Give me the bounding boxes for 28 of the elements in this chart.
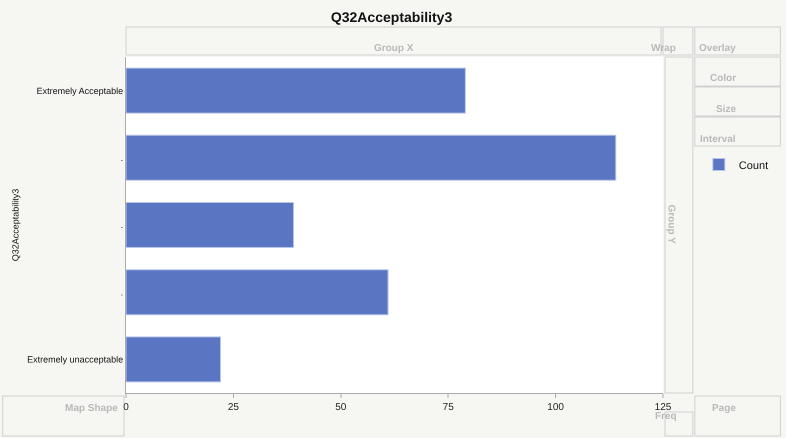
y-axis-title: Q32Acceptability3 <box>10 188 20 262</box>
y-tick-label: Extremely Acceptable <box>36 86 124 96</box>
text: Overlay <box>699 43 736 54</box>
bar <box>126 336 222 382</box>
text: Interval <box>700 134 736 145</box>
x-tick-label: 125 <box>654 402 672 413</box>
text: Group X <box>374 43 414 54</box>
bar <box>126 202 294 248</box>
x-tick-label: 25 <box>228 402 240 413</box>
x-tick-label: 100 <box>547 402 564 413</box>
text: Map Shape <box>65 403 118 414</box>
y-tick-label: . <box>120 287 124 298</box>
chart-title: Q32Acceptability3 <box>330 8 452 25</box>
x-tick-label: 50 <box>335 402 347 413</box>
text: Group Y <box>665 204 676 244</box>
bar <box>126 68 466 114</box>
text: Color <box>710 73 736 84</box>
bar <box>126 134 616 181</box>
x-tick-label: 0 <box>123 402 130 413</box>
y-tick-label: . <box>120 220 124 230</box>
text: Page <box>712 403 736 414</box>
text: Freq <box>655 411 677 422</box>
text: Size <box>716 104 736 115</box>
bar <box>126 269 389 316</box>
y-tick-label: Extremely unacceptable <box>27 354 124 365</box>
y-tick-label: . <box>120 152 124 163</box>
x-tick-label: 75 <box>442 402 454 413</box>
legend-label: Count <box>738 160 768 172</box>
